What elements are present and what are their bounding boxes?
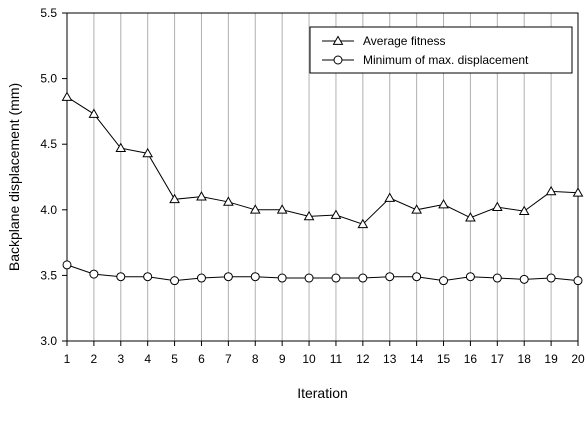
data-point-circle-5 [170,276,180,286]
legend-marker-triangle [332,35,344,45]
data-point-circle-18 [519,274,529,284]
data-point-circle-13 [385,272,395,282]
data-point-triangle-3 [115,142,127,153]
y-tick-label-4.5: 4.5 [40,137,57,151]
data-point-triangle-1 [61,91,73,101]
x-tick-label-8: 8 [252,352,259,366]
legend-entry-average-fitness: Average fitness [363,34,446,48]
data-point-circle-1 [62,260,72,270]
data-point-triangle-5 [169,193,180,204]
data-point-triangle-9 [276,204,288,214]
legend-box [309,26,573,74]
x-tick-label-17: 17 [491,352,505,366]
data-point-circle-2 [89,269,99,279]
data-point-circle-14 [412,272,422,282]
data-point-circle-12 [358,273,368,283]
data-point-circle-6 [196,273,206,283]
data-point-triangle-4 [142,147,154,158]
data-point-triangle-20 [572,187,584,197]
x-tick-label-5: 5 [171,352,178,366]
x-tick-label-18: 18 [518,352,532,366]
data-point-circle-17 [492,273,502,283]
data-point-circle-15 [439,276,449,286]
data-point-circle-20 [573,276,583,286]
data-point-triangle-15 [438,199,449,209]
data-point-circle-10 [304,273,314,283]
data-point-circle-3 [116,272,126,282]
x-tick-label-20: 20 [571,352,585,366]
data-point-circle-16 [465,272,475,282]
legend: Average fitness Minimum of max. displace… [309,26,573,74]
x-tick-label-4: 4 [144,352,151,366]
data-point-triangle-2 [88,108,100,118]
data-point-triangle-16 [465,212,476,222]
y-tick-label-3.0: 3.0 [40,334,57,348]
data-point-triangle-7 [223,196,234,206]
data-point-circle-9 [277,273,287,283]
x-tick-label-2: 2 [91,352,98,366]
x-tick-label-12: 12 [356,352,370,366]
data-point-triangle-8 [249,204,261,214]
plot-area-frame [66,12,579,342]
data-point-circle-7 [223,272,233,282]
axis-ticks: 1 2 3 4 5 6 7 8 9 10 11 12 13 14 15 16 17 18 19 203.03.54.0… [40,6,585,366]
y-tick-label-3.5: 3.5 [40,268,57,282]
x-tick-label-15: 15 [437,352,451,366]
x-tick-label-11: 11 [330,352,343,366]
x-tick-label-3: 3 [117,352,124,366]
data-point-circle-8 [250,272,260,282]
y-tick-label-5.5: 5.5 [40,6,57,20]
legend-entry-minimum-max-displacement: Minimum of max. displacement [363,53,529,67]
data-point-triangle-13 [384,192,396,202]
data-point-triangle-17 [491,201,503,212]
x-tick-label-7: 7 [225,352,232,366]
x-tick-label-19: 19 [544,352,558,366]
series-line-0 [66,96,579,225]
data-point-circle-11 [331,273,341,283]
x-tick-label-1: 1 [64,352,71,366]
y-axis-title: Backplane displacement (mm) [6,83,22,271]
x-tick-label-14: 14 [410,352,424,366]
data-point-triangle-19 [545,185,557,196]
x-tick-label-6: 6 [198,352,205,366]
data-point-triangle-14 [411,204,422,214]
data-point-triangle-6 [196,191,207,201]
series-layer [61,91,584,286]
x-tick-label-9: 9 [279,352,286,366]
data-point-triangle-18 [518,205,530,215]
data-point-triangle-11 [330,209,342,219]
grid-lines [93,13,552,341]
x-tick-label-13: 13 [383,352,397,366]
data-point-triangle-10 [303,210,315,221]
data-point-circle-19 [546,273,556,283]
x-tick-label-10: 10 [302,352,316,366]
data-point-circle-4 [143,272,153,282]
x-tick-label-16: 16 [464,352,478,366]
data-point-triangle-12 [357,218,369,229]
y-tick-label-4.0: 4.0 [40,203,57,217]
y-tick-label-5.0: 5.0 [40,72,57,86]
x-axis-title: Iteration [297,385,348,401]
legend-marker-circle [333,55,343,65]
